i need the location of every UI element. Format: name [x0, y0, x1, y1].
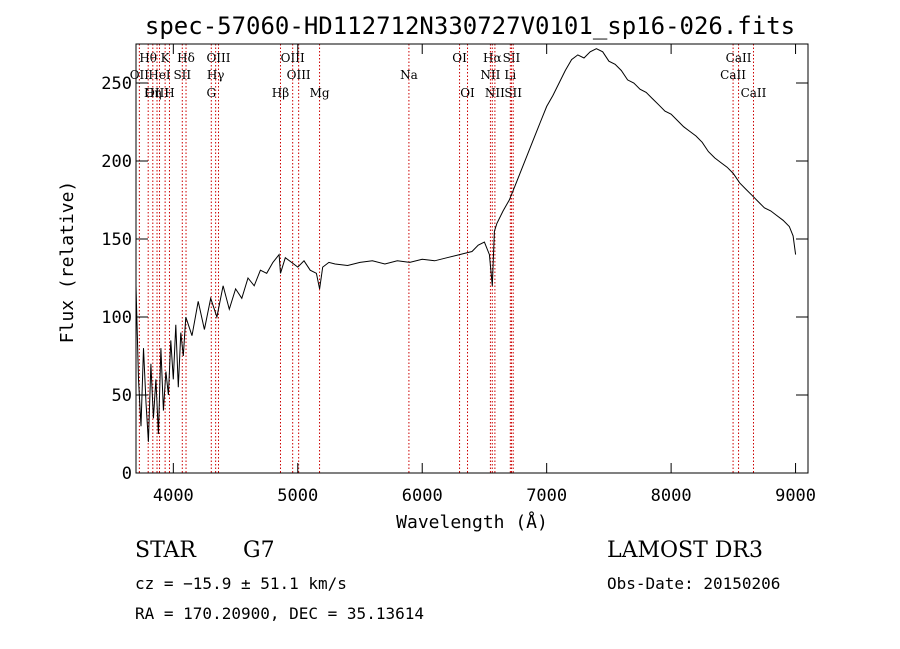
series-0-line: [135, 48, 797, 442]
y-ticks-layer: 0 50 100 150 200 250: [101, 74, 808, 484]
line-label-9: OIII: [206, 51, 230, 65]
series-layer: [135, 48, 797, 442]
y-tick-label-2: 100: [101, 308, 132, 328]
survey-label: LAMOST DR3: [607, 538, 763, 563]
x-ticks-layer: 4000 5000 6000 7000 8000 9000: [153, 44, 816, 506]
line-label-18: OI: [460, 86, 475, 100]
line-label-20: NII: [480, 68, 500, 82]
x-axis-label: Wavelength (Å): [396, 511, 548, 533]
line-label-27: CaII: [741, 86, 767, 100]
line-label-4: HeI: [148, 68, 171, 82]
line-label-11: G: [206, 86, 216, 100]
line-label-10: Hγ: [207, 68, 225, 82]
x-tick-label-3: 7000: [526, 486, 567, 506]
line-label-12: Hβ: [272, 86, 289, 100]
line-label-8: H: [164, 86, 174, 100]
chart-title: spec-57060-HD112712N330727V0101_sp16-026…: [145, 12, 795, 40]
plot-frame: [135, 43, 809, 474]
line-label-15: Mg: [310, 86, 330, 100]
x-tick-label-1: 5000: [277, 486, 318, 506]
line-label-19: Hα: [483, 51, 502, 65]
object-subclass: G7: [243, 538, 275, 563]
redshift-text: cz = −15.9 ± 51.1 km/s: [135, 574, 347, 593]
x-tick-label-4: 8000: [651, 486, 692, 506]
x-tick-label-2: 6000: [402, 486, 443, 506]
coordinates-text: RA = 170.20900, DEC = 35.13614: [135, 604, 424, 623]
line-label-14: OIII: [287, 68, 311, 82]
x-tick-label-5: 9000: [775, 486, 816, 506]
line-label-1: OII: [130, 68, 150, 82]
line-label-26: CaII: [720, 68, 746, 82]
line-label-24: SII: [504, 86, 522, 100]
line-label-21: NII: [485, 86, 505, 100]
y-tick-label-4: 200: [101, 152, 132, 172]
y-axis-label: Flux (relative): [57, 181, 78, 344]
line-label-0: Hθ: [139, 51, 157, 65]
line-label-16: Na: [400, 68, 418, 82]
line-label-3: K: [161, 51, 171, 65]
object-class: STAR: [135, 538, 196, 563]
line-label-6: Hδ: [177, 51, 195, 65]
y-tick-label-0: 0: [122, 464, 132, 484]
y-tick-label-5: 250: [101, 74, 132, 94]
obs-date-text: Obs-Date: 20150206: [607, 574, 781, 593]
line-label-17: OI: [452, 51, 467, 65]
y-tick-label-1: 50: [112, 386, 132, 406]
line-label-25: CaII: [726, 51, 752, 65]
y-tick-label-3: 150: [101, 230, 132, 250]
x-tick-label-0: 4000: [153, 486, 194, 506]
line-label-13: OIII: [281, 51, 305, 65]
line-label-22: SII: [503, 51, 521, 65]
line-label-2: OIII: [145, 86, 169, 100]
line-label-5: Hη: [144, 86, 162, 100]
line-label-7: SII: [173, 68, 191, 82]
line-label-23: Li: [504, 68, 516, 82]
